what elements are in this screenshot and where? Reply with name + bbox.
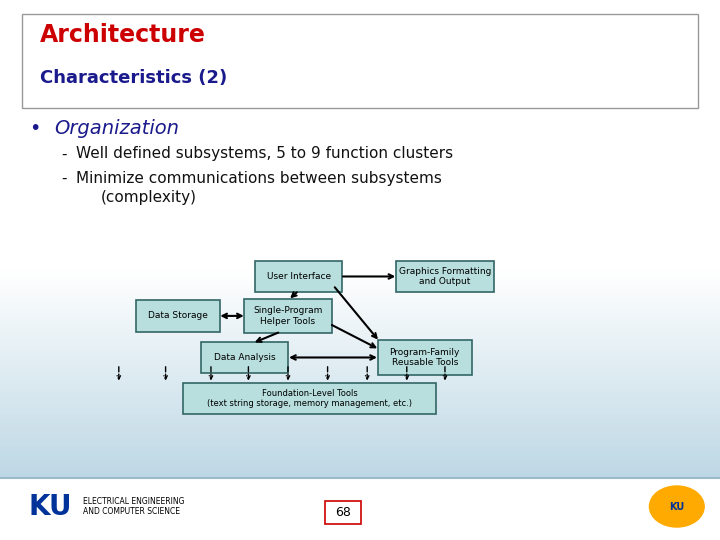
Circle shape <box>649 486 704 527</box>
Text: (complexity): (complexity) <box>101 190 197 205</box>
Text: AND COMPUTER SCIENCE: AND COMPUTER SCIENCE <box>83 508 180 516</box>
FancyBboxPatch shape <box>325 501 361 524</box>
Text: •: • <box>29 119 40 138</box>
Text: KU: KU <box>669 502 685 511</box>
Text: Organization: Organization <box>54 119 179 138</box>
FancyBboxPatch shape <box>377 340 472 375</box>
FancyBboxPatch shape <box>22 14 698 108</box>
FancyBboxPatch shape <box>202 342 288 373</box>
FancyBboxPatch shape <box>245 299 331 333</box>
FancyBboxPatch shape <box>396 261 494 292</box>
Text: Characteristics (2): Characteristics (2) <box>40 69 227 87</box>
Text: Architecture: Architecture <box>40 23 205 47</box>
Text: Foundation-Level Tools
(text string storage, memory management, etc.): Foundation-Level Tools (text string stor… <box>207 389 412 408</box>
Text: Data Storage: Data Storage <box>148 312 208 320</box>
Text: Graphics Formatting
and Output: Graphics Formatting and Output <box>399 267 491 286</box>
Text: KU: KU <box>29 492 72 521</box>
Text: -: - <box>61 171 67 186</box>
Text: Well defined subsystems, 5 to 9 function clusters: Well defined subsystems, 5 to 9 function… <box>76 146 453 161</box>
Text: Program-Family
Reusable Tools: Program-Family Reusable Tools <box>390 348 460 367</box>
FancyBboxPatch shape <box>183 383 436 414</box>
Text: Single-Program
Helper Tools: Single-Program Helper Tools <box>253 306 323 326</box>
Text: ELECTRICAL ENGINEERING: ELECTRICAL ENGINEERING <box>83 497 184 505</box>
Text: -: - <box>61 146 67 161</box>
Text: Minimize communications between subsystems: Minimize communications between subsyste… <box>76 171 441 186</box>
Text: User Interface: User Interface <box>266 272 331 281</box>
FancyBboxPatch shape <box>255 261 343 292</box>
FancyBboxPatch shape <box>136 300 220 332</box>
FancyBboxPatch shape <box>0 478 720 540</box>
Text: Data Analysis: Data Analysis <box>214 353 276 362</box>
Text: 68: 68 <box>335 506 351 519</box>
